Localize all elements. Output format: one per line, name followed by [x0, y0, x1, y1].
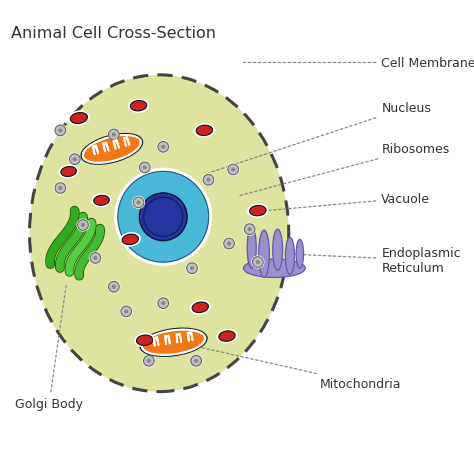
Text: Golgi Body: Golgi Body: [15, 286, 83, 410]
Circle shape: [194, 359, 198, 363]
Ellipse shape: [244, 259, 305, 278]
Circle shape: [139, 193, 187, 241]
Ellipse shape: [70, 113, 88, 124]
Ellipse shape: [219, 331, 235, 341]
Circle shape: [137, 201, 141, 205]
Ellipse shape: [296, 240, 303, 269]
Circle shape: [132, 196, 145, 209]
Circle shape: [202, 174, 215, 187]
Circle shape: [256, 260, 260, 264]
Ellipse shape: [196, 126, 213, 136]
Circle shape: [93, 256, 98, 260]
Circle shape: [54, 182, 67, 195]
Ellipse shape: [285, 238, 294, 275]
Text: Animal Cell Cross-Section: Animal Cell Cross-Section: [11, 27, 216, 41]
Ellipse shape: [247, 204, 269, 218]
Ellipse shape: [83, 136, 141, 163]
Circle shape: [68, 153, 82, 166]
Circle shape: [112, 285, 116, 289]
Ellipse shape: [142, 330, 205, 355]
Ellipse shape: [134, 333, 155, 348]
Ellipse shape: [190, 300, 211, 315]
Circle shape: [142, 354, 155, 368]
Circle shape: [78, 220, 88, 231]
Circle shape: [253, 257, 263, 268]
Circle shape: [227, 242, 231, 246]
Circle shape: [222, 237, 236, 251]
Ellipse shape: [194, 124, 215, 138]
Circle shape: [76, 219, 90, 232]
Text: Endoplasmic
Reticulum: Endoplasmic Reticulum: [285, 246, 461, 274]
Circle shape: [224, 239, 235, 249]
Ellipse shape: [119, 233, 141, 247]
Circle shape: [187, 263, 197, 274]
Circle shape: [58, 129, 63, 133]
Circle shape: [157, 297, 170, 310]
Ellipse shape: [247, 228, 256, 269]
Circle shape: [144, 356, 154, 366]
Ellipse shape: [250, 206, 266, 216]
Circle shape: [107, 281, 120, 294]
Circle shape: [69, 155, 80, 165]
Ellipse shape: [61, 167, 76, 177]
Text: Nucleus: Nucleus: [209, 102, 431, 173]
Circle shape: [55, 126, 66, 136]
Circle shape: [161, 145, 165, 150]
Ellipse shape: [259, 230, 269, 278]
Ellipse shape: [29, 76, 289, 392]
Circle shape: [190, 267, 194, 271]
Circle shape: [228, 165, 238, 175]
Ellipse shape: [91, 194, 112, 208]
Circle shape: [247, 228, 252, 232]
Circle shape: [73, 158, 77, 162]
Circle shape: [81, 223, 85, 228]
Ellipse shape: [58, 165, 79, 179]
Circle shape: [227, 164, 240, 177]
Circle shape: [89, 252, 102, 265]
Ellipse shape: [273, 230, 283, 271]
Circle shape: [185, 262, 199, 275]
Ellipse shape: [122, 235, 138, 245]
Circle shape: [147, 359, 151, 363]
Circle shape: [116, 170, 210, 264]
Circle shape: [143, 166, 147, 170]
Circle shape: [158, 298, 169, 309]
Ellipse shape: [94, 196, 109, 206]
Circle shape: [107, 129, 120, 142]
Circle shape: [244, 224, 255, 235]
Circle shape: [191, 356, 201, 366]
Ellipse shape: [216, 329, 237, 344]
Circle shape: [55, 183, 66, 194]
Circle shape: [207, 178, 210, 182]
Circle shape: [190, 354, 203, 368]
Circle shape: [243, 223, 256, 236]
Circle shape: [54, 124, 67, 138]
Text: Cell Membrane: Cell Membrane: [242, 57, 474, 70]
Ellipse shape: [137, 335, 153, 345]
Circle shape: [121, 306, 132, 317]
Circle shape: [203, 175, 214, 186]
Ellipse shape: [128, 99, 149, 114]
Circle shape: [109, 130, 119, 141]
Circle shape: [158, 142, 169, 153]
Circle shape: [138, 161, 151, 175]
Circle shape: [161, 301, 165, 306]
Circle shape: [139, 163, 150, 173]
Ellipse shape: [192, 302, 209, 313]
Circle shape: [124, 310, 128, 314]
Text: Vacuole: Vacuole: [269, 192, 430, 211]
Circle shape: [109, 282, 119, 292]
Ellipse shape: [68, 111, 90, 126]
Circle shape: [133, 198, 144, 208]
Ellipse shape: [130, 101, 147, 111]
Circle shape: [58, 187, 63, 191]
Circle shape: [119, 305, 133, 318]
Text: Ribosomes: Ribosomes: [240, 143, 449, 196]
Circle shape: [112, 133, 116, 137]
Circle shape: [90, 253, 100, 264]
Circle shape: [157, 141, 170, 154]
Text: Mitochondria: Mitochondria: [199, 347, 401, 390]
Circle shape: [251, 256, 264, 269]
Circle shape: [231, 168, 235, 172]
